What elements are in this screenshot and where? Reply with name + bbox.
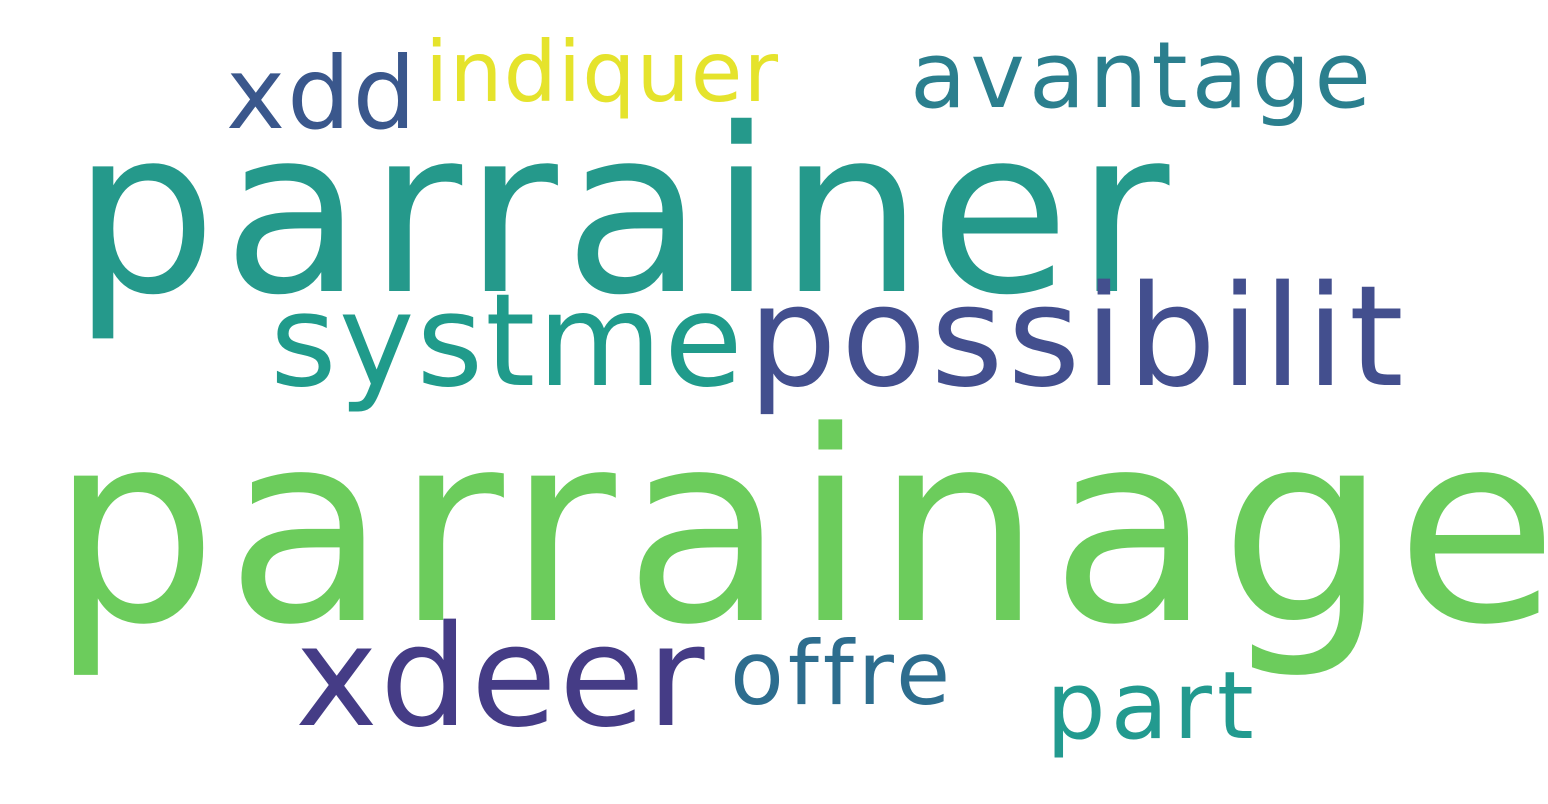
word-indiquer: indiquer (425, 23, 780, 121)
word-part: part (1046, 652, 1259, 761)
word-xdd: xdd (226, 35, 419, 152)
word-systme: systme (270, 267, 745, 416)
word-possibilit: possibilit (748, 256, 1408, 419)
word-parrainage: parrainage (50, 376, 1548, 683)
word-parrainer: parrainer (72, 79, 1176, 345)
word-xdeer: xdeer (295, 596, 707, 759)
word-offre: offre (730, 622, 955, 725)
word-avantage: avantage (910, 22, 1375, 129)
